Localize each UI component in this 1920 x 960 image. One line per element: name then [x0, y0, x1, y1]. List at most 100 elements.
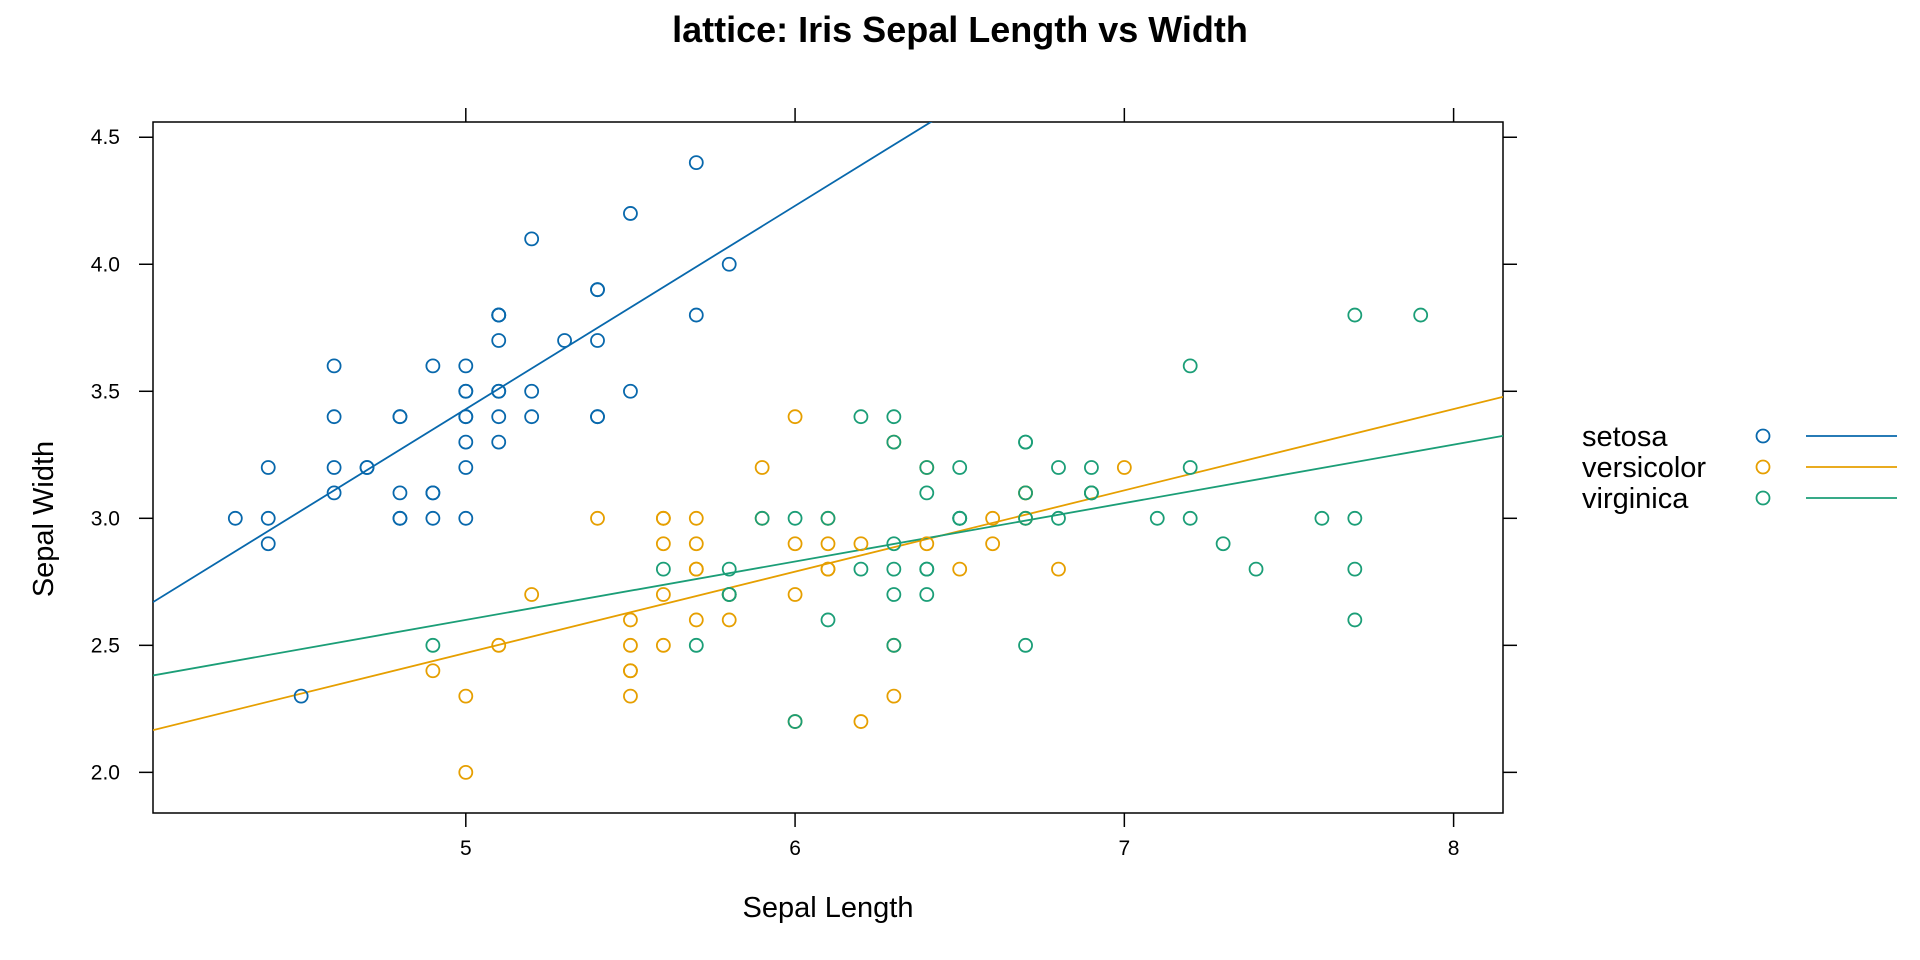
data-point-setosa [688, 307, 704, 323]
data-point-versicolor [1116, 460, 1132, 475]
data-point-setosa [688, 155, 704, 171]
data-point-versicolor [688, 612, 704, 628]
data-point-setosa [590, 282, 605, 298]
data-point-virginica [1051, 510, 1066, 526]
data-point-versicolor [491, 637, 507, 653]
data-point-versicolor [623, 637, 638, 653]
data-point-virginica [1051, 460, 1066, 475]
data-point-virginica [886, 561, 902, 577]
data-point-setosa [392, 510, 408, 526]
y-tick-label: 4.0 [91, 253, 120, 276]
axis-ticks: 5 6 7 8 2.0 2.5 3.0 3.5 4.0 4.5 [91, 108, 1517, 860]
data-point-setosa [425, 358, 441, 374]
data-point-virginica [886, 434, 902, 450]
data-point-virginica [919, 587, 935, 602]
data-point-virginica [1248, 561, 1264, 577]
data-point-versicolor [458, 688, 474, 704]
data-point-virginica [1314, 510, 1330, 526]
data-point-virginica [1347, 307, 1363, 323]
data-point-setosa [260, 510, 276, 526]
data-point-versicolor [524, 587, 540, 602]
data-point-virginica [425, 637, 441, 653]
x-tick-label: 8 [1448, 837, 1460, 860]
data-point-setosa [721, 256, 737, 272]
data-point-virginica [787, 714, 803, 729]
data-point-virginica [1347, 561, 1363, 577]
data-point-versicolor [623, 612, 638, 628]
data-point-virginica [820, 612, 836, 628]
y-tick-label: 4.5 [91, 126, 120, 149]
data-point-setosa [557, 333, 572, 348]
data-point-virginica [1347, 612, 1363, 628]
data-point-setosa [260, 460, 276, 475]
data-point-versicolor [623, 663, 638, 679]
y-tick-label: 2.0 [91, 761, 120, 784]
data-point-virginica [1018, 510, 1033, 526]
data-point-setosa [524, 231, 540, 247]
data-point-virginica [919, 460, 935, 475]
data-point-setosa [293, 688, 309, 704]
chart-title: lattice: Iris Sepal Length vs Width [672, 9, 1248, 50]
data-point-virginica [886, 409, 902, 425]
data-point-setosa [359, 460, 375, 475]
y-tick-label: 3.0 [91, 507, 120, 530]
data-point-versicolor [688, 536, 704, 552]
data-point-virginica [952, 510, 968, 526]
data-point-versicolor [425, 663, 441, 679]
data-point-versicolor [985, 536, 1001, 552]
data-point-virginica [721, 561, 737, 577]
data-point-setosa [491, 409, 507, 425]
data-point-setosa [623, 383, 638, 399]
regression-lines [153, 122, 1503, 732]
data-point-virginica [820, 510, 836, 526]
y-tick-label: 2.5 [91, 634, 120, 657]
data-point-virginica [952, 460, 968, 475]
data-point-virginica [919, 561, 935, 577]
data-point-versicolor [985, 510, 1001, 526]
y-tick-label: 3.5 [91, 380, 120, 403]
data-point-virginica [886, 587, 902, 602]
data-point-virginica [1182, 358, 1198, 374]
data-point-virginica [1347, 510, 1363, 526]
data-point-versicolor [919, 536, 935, 552]
data-point-setosa [623, 206, 638, 221]
data-point-versicolor [688, 510, 704, 526]
data-point-versicolor [655, 510, 671, 526]
legend-label-setosa: setosa [1582, 421, 1668, 453]
data-point-virginica [1084, 460, 1099, 475]
data-point-virginica [1182, 510, 1198, 526]
data-point-versicolor [688, 561, 704, 577]
data-point-versicolor [623, 688, 638, 704]
legend-marker-virginica [1755, 490, 1771, 506]
data-point-setosa [491, 333, 507, 348]
data-point-virginica [655, 561, 671, 577]
data-point-versicolor [655, 587, 671, 602]
data-point-virginica [787, 510, 803, 526]
data-point-virginica [1215, 536, 1231, 552]
data-point-versicolor [853, 536, 869, 552]
data-point-versicolor [754, 460, 770, 475]
legend-label-virginica: virginica [1582, 483, 1689, 515]
data-point-setosa [392, 409, 408, 425]
data-point-setosa [326, 485, 342, 501]
data-point-virginica [1182, 460, 1198, 475]
data-point-virginica [754, 510, 770, 526]
data-point-setosa [227, 510, 243, 526]
legend-marker-versicolor [1755, 459, 1771, 475]
data-point-setosa [458, 358, 474, 374]
data-point-setosa [458, 434, 474, 450]
data-point-versicolor [721, 612, 737, 628]
regression-line-setosa [153, 122, 933, 603]
data-point-versicolor [655, 536, 671, 552]
data-points [227, 155, 1429, 780]
data-point-versicolor [952, 561, 968, 577]
data-point-virginica [688, 637, 704, 653]
data-point-setosa [425, 510, 441, 526]
data-point-setosa [590, 409, 605, 425]
legend-label-versicolor: versicolor [1582, 452, 1706, 484]
data-point-setosa [392, 485, 408, 501]
data-point-setosa [458, 409, 474, 425]
data-point-versicolor [1051, 561, 1066, 577]
